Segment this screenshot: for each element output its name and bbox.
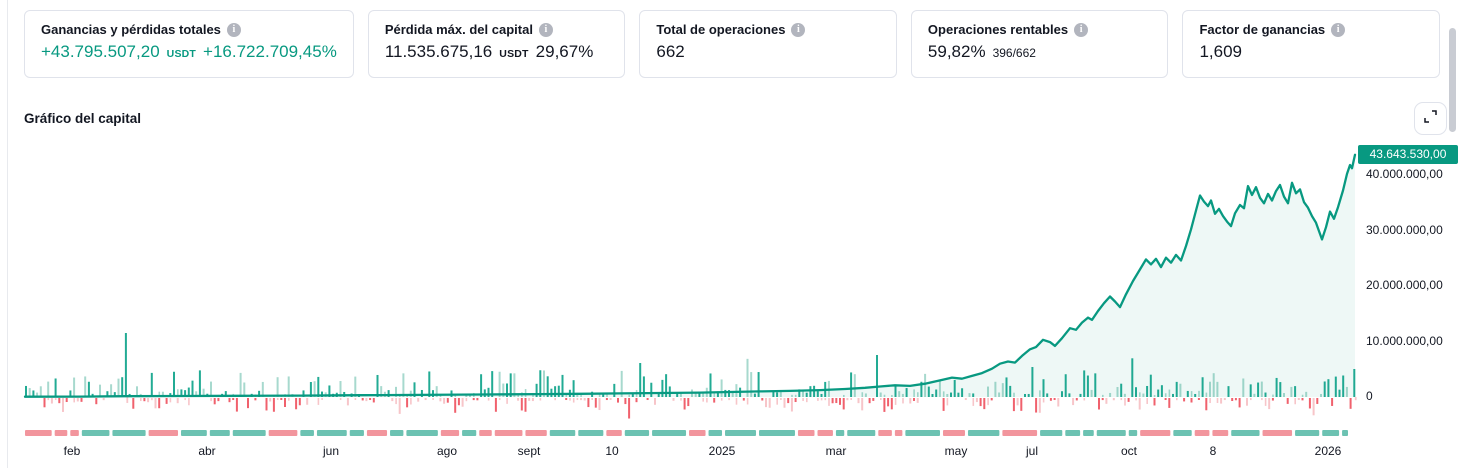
expand-chart-button[interactable]	[1414, 102, 1447, 135]
info-icon[interactable]: i	[226, 22, 241, 37]
card-profit-factor: Factor de ganancias i 1,609	[1182, 10, 1440, 78]
chart-section-title: Gráfico del capital	[24, 111, 142, 126]
y-axis-label: 40.000.000,00	[1366, 167, 1443, 181]
x-axis-label: 2025	[708, 444, 736, 458]
vertical-scrollbar[interactable]	[1449, 28, 1456, 132]
x-axis-label: sept	[517, 444, 541, 458]
x-axis-label: ago	[436, 444, 458, 458]
card-title: Total de operaciones	[656, 22, 786, 37]
x-axis-label: feb	[63, 444, 81, 458]
expand-icon	[1423, 109, 1438, 129]
last-value-badge: 43.643.530,00	[1358, 145, 1458, 164]
card-value: 59,82%	[927, 42, 986, 61]
card-unit: USDT	[499, 48, 529, 60]
x-axis-label: oct	[1120, 444, 1138, 458]
y-axis-label: 0	[1366, 389, 1373, 403]
y-axis-label: 10.000.000,00	[1366, 333, 1443, 348]
info-icon[interactable]: i	[538, 22, 553, 37]
card-percent: +16.722.709,45%	[203, 42, 337, 61]
info-icon[interactable]: i	[1331, 22, 1346, 37]
card-max-drawdown: Pérdida máx. del capital i 11.535.675,16…	[367, 10, 626, 78]
card-title: Operaciones rentables	[927, 22, 1069, 37]
x-axis-label: may	[944, 444, 968, 458]
card-value: 1,609	[1199, 42, 1242, 61]
card-percent: 29,67%	[535, 42, 594, 61]
info-icon[interactable]: i	[1074, 22, 1089, 37]
equity-line	[23, 153, 1357, 398]
card-total-trades: Total de operaciones i 662	[639, 10, 897, 78]
x-axis-label: abr	[198, 444, 216, 458]
x-axis-label: mar	[825, 444, 847, 458]
stat-cards-row: Ganancias y pérdidas totales i +43.795.5…	[24, 10, 1440, 78]
info-icon[interactable]: i	[791, 22, 806, 37]
x-axis-label: 2026	[1314, 444, 1342, 458]
x-axis-label: jun	[322, 444, 340, 458]
card-value: 11.535.675,16	[384, 42, 493, 61]
panel-left-border	[7, 0, 8, 468]
card-net-profit: Ganancias y pérdidas totales i +43.795.5…	[24, 10, 354, 78]
card-unit: USDT	[166, 48, 197, 60]
x-axis-label: 10	[605, 444, 619, 458]
card-ratio: 396/662	[992, 46, 1036, 60]
card-title: Pérdida máx. del capital	[384, 22, 533, 37]
card-title: Ganancias y pérdidas totales	[41, 22, 221, 37]
x-axis-label: 8	[1209, 444, 1217, 458]
card-value: 662	[656, 42, 685, 61]
card-profitable-trades: Operaciones rentables i 59,82% 396/662	[910, 10, 1169, 78]
card-value: +43.795.507,20	[41, 42, 160, 61]
y-axis-label: 30.000.000,00	[1366, 222, 1443, 237]
card-title: Factor de ganancias	[1199, 22, 1326, 37]
y-axis-label: 20.000.000,00	[1366, 278, 1443, 292]
x-axis-label: jul	[1025, 444, 1039, 458]
